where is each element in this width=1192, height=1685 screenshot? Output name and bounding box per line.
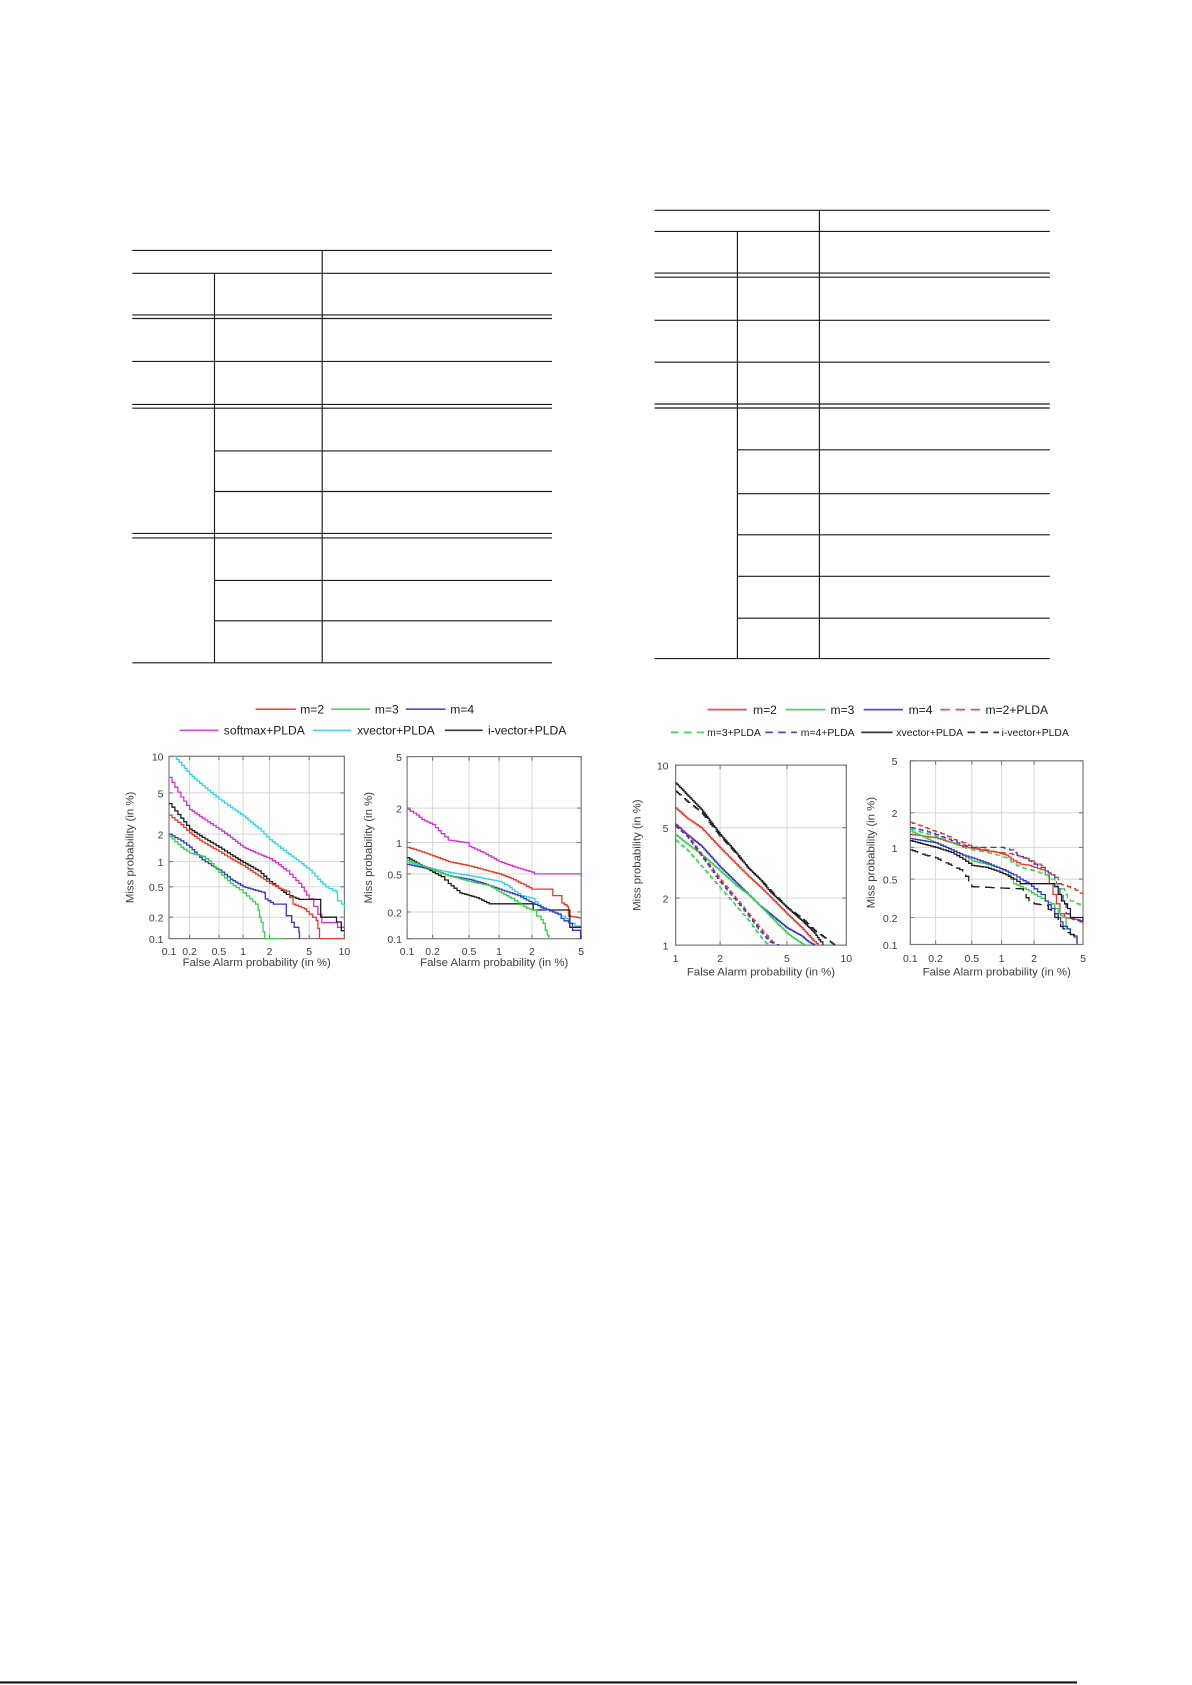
svg-text:False Alarm probability (in %): False Alarm probability (in %) [420,957,568,969]
svg-text:m=4+PLDA: m=4+PLDA [801,728,855,739]
svg-text:xvector+PLDA: xvector+PLDA [357,724,436,738]
svg-text:Miss probability (in %): Miss probability (in %) [866,797,878,909]
svg-text:2: 2 [267,946,273,958]
svg-text:m=3: m=3 [831,703,855,717]
svg-text:0.5: 0.5 [883,875,898,887]
svg-text:1: 1 [496,946,502,958]
svg-text:xvector+PLDA: xvector+PLDA [896,728,963,739]
svg-text:2: 2 [1031,953,1037,965]
svg-text:False Alarm probability (in %): False Alarm probability (in %) [183,957,331,969]
svg-text:m=4: m=4 [909,703,933,717]
svg-text:2: 2 [892,808,898,820]
svg-text:5: 5 [396,752,402,764]
svg-text:m=3: m=3 [375,703,399,717]
svg-text:0.2: 0.2 [149,913,164,925]
svg-text:5: 5 [1080,953,1086,965]
svg-text:5: 5 [784,953,790,965]
svg-text:2: 2 [663,894,669,906]
svg-text:10: 10 [840,953,852,965]
svg-text:2: 2 [529,946,535,958]
svg-text:0.1: 0.1 [387,934,402,946]
svg-text:2: 2 [396,804,402,816]
svg-text:2: 2 [717,953,723,965]
svg-text:m=3+PLDA: m=3+PLDA [707,728,761,739]
svg-text:softmax+PLDA: softmax+PLDA [224,724,306,738]
svg-text:Miss probability (in %): Miss probability (in %) [125,791,137,903]
svg-text:10: 10 [152,752,164,764]
svg-text:1: 1 [158,857,164,869]
svg-text:0.2: 0.2 [182,946,197,958]
svg-text:1: 1 [240,946,246,958]
svg-text:i-vector+PLDA: i-vector+PLDA [1002,728,1069,739]
svg-text:0.1: 0.1 [883,940,898,952]
svg-text:1: 1 [663,941,669,953]
svg-text:5: 5 [892,756,898,768]
svg-text:1: 1 [999,953,1005,965]
svg-text:0.1: 0.1 [903,953,918,965]
svg-text:0.5: 0.5 [964,953,979,965]
svg-text:10: 10 [339,946,351,958]
svg-text:0.1: 0.1 [149,934,164,946]
svg-text:1: 1 [892,843,898,855]
svg-text:m=4: m=4 [450,703,474,717]
svg-text:0.2: 0.2 [387,907,402,919]
svg-text:5: 5 [158,788,164,800]
svg-text:m=2: m=2 [753,703,777,717]
svg-text:i-vector+PLDA: i-vector+PLDA [488,724,567,738]
svg-text:m=2: m=2 [300,703,324,717]
svg-text:5: 5 [306,946,312,958]
svg-text:False Alarm probability (in %): False Alarm probability (in %) [923,967,1071,979]
svg-text:Miss probability (in %): Miss probability (in %) [632,799,644,911]
svg-text:0.5: 0.5 [149,882,164,894]
svg-text:2: 2 [158,830,164,842]
svg-text:1: 1 [396,838,402,850]
svg-text:0.5: 0.5 [462,946,477,958]
svg-text:0.2: 0.2 [883,913,898,925]
svg-text:10: 10 [657,761,669,773]
svg-text:Miss probability (in %): Miss probability (in %) [363,792,375,904]
svg-text:0.2: 0.2 [425,946,440,958]
svg-text:0.1: 0.1 [162,946,177,958]
svg-text:5: 5 [663,823,669,835]
svg-text:0.2: 0.2 [928,953,943,965]
svg-text:0.5: 0.5 [387,869,402,881]
svg-text:5: 5 [578,946,584,958]
svg-text:1: 1 [673,953,679,965]
svg-text:m=2+PLDA: m=2+PLDA [986,703,1049,717]
svg-text:False Alarm probability (in %): False Alarm probability (in %) [687,967,835,979]
svg-text:0.5: 0.5 [212,946,227,958]
svg-text:0.1: 0.1 [400,946,415,958]
